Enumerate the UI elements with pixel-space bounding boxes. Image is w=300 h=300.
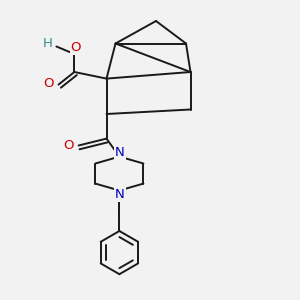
- Text: O: O: [44, 76, 54, 90]
- Text: N: N: [115, 146, 125, 159]
- Text: O: O: [71, 41, 81, 54]
- Text: O: O: [63, 139, 74, 152]
- Text: H: H: [43, 37, 52, 50]
- Text: N: N: [115, 188, 125, 201]
